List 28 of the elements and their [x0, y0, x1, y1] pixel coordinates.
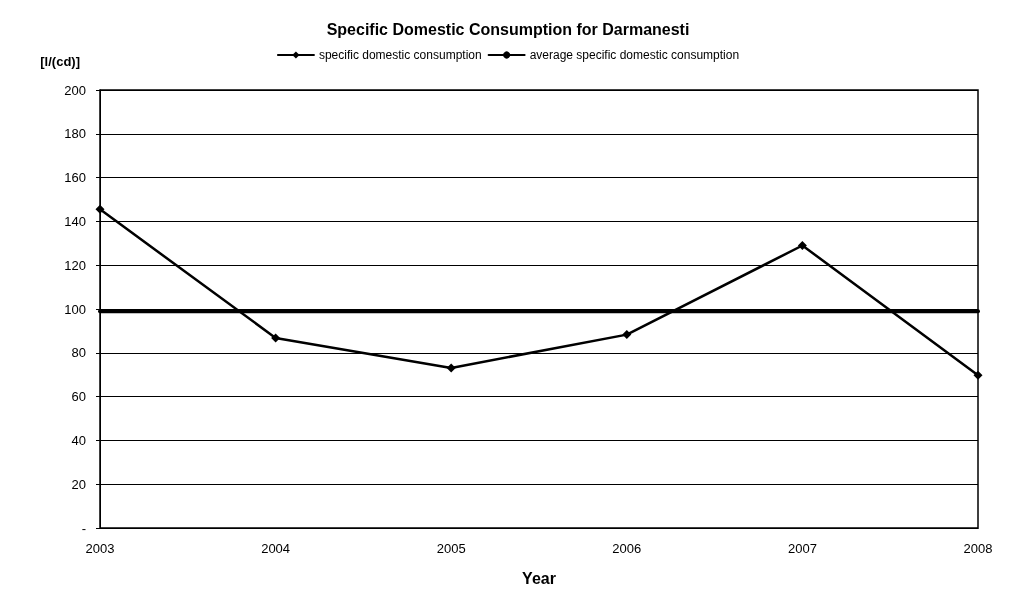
y-tick-label: 80: [71, 345, 86, 361]
y-tick-label: 60: [71, 389, 86, 405]
x-tick-label: 2005: [436, 541, 466, 556]
x-axis-title: Year: [522, 569, 556, 587]
legend-label: specific domestic consumption: [318, 48, 482, 62]
x-tick-label: 2006: [612, 541, 642, 556]
x-tick-label: 2003: [85, 541, 115, 556]
chart-title: Specific Domestic Consumption for Darmanesti: [326, 20, 690, 38]
point: [622, 330, 632, 340]
y-tick-label: 20: [71, 476, 86, 492]
y-tick-label: 180: [64, 126, 86, 142]
x-tick-label: 2007: [787, 541, 817, 556]
y-tick-label: -: [81, 520, 86, 536]
y-tick-label: 140: [64, 213, 86, 229]
y-tick-label: 200: [64, 82, 86, 98]
y-tick-label: 40: [71, 432, 86, 448]
y-tick-label: 120: [64, 257, 86, 273]
point: [446, 363, 456, 373]
legend-label: average specific domestic consumption: [529, 48, 740, 62]
point: [797, 240, 807, 250]
point: [271, 333, 281, 343]
point: [973, 370, 983, 380]
y-axis-title: [l/(cd)]: [40, 54, 80, 69]
y-tick-label: 100: [64, 301, 86, 317]
point: [95, 204, 105, 214]
y-tick-label: 160: [64, 170, 86, 186]
x-tick-label: 2004: [261, 541, 291, 556]
x-tick-label: 2008: [963, 541, 993, 556]
